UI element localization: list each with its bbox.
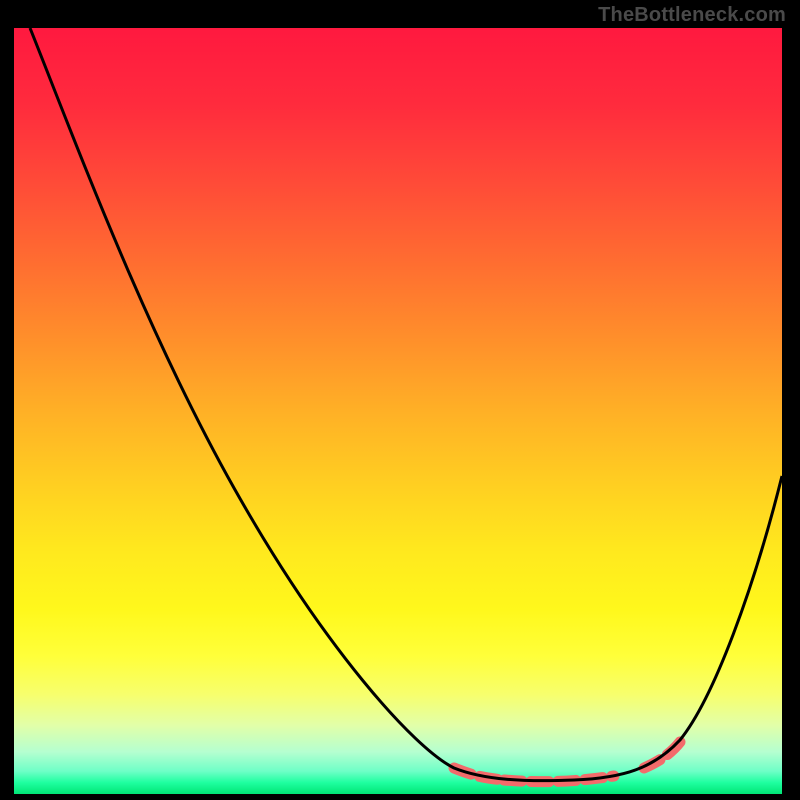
chart-svg xyxy=(14,28,782,794)
gradient-background xyxy=(14,28,782,794)
watermark-text: TheBottleneck.com xyxy=(598,4,786,27)
chart-frame xyxy=(14,28,786,798)
